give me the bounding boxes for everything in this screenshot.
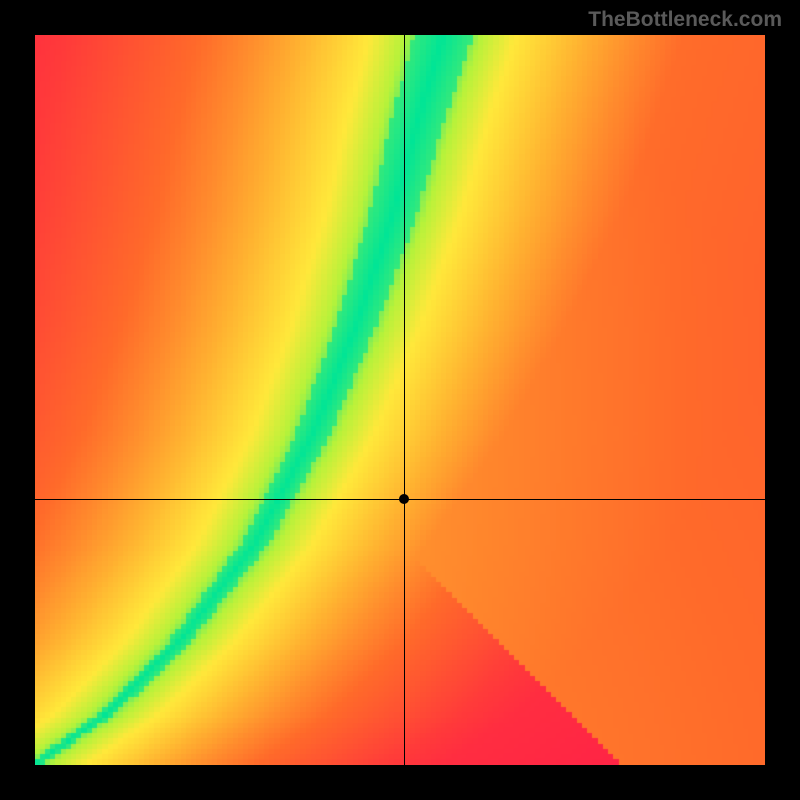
watermark-text: TheBottleneck.com xyxy=(588,8,782,32)
crosshair-vertical xyxy=(404,35,405,765)
plot-area xyxy=(35,35,765,765)
marker-dot xyxy=(399,494,409,504)
heatmap-canvas xyxy=(35,35,765,765)
